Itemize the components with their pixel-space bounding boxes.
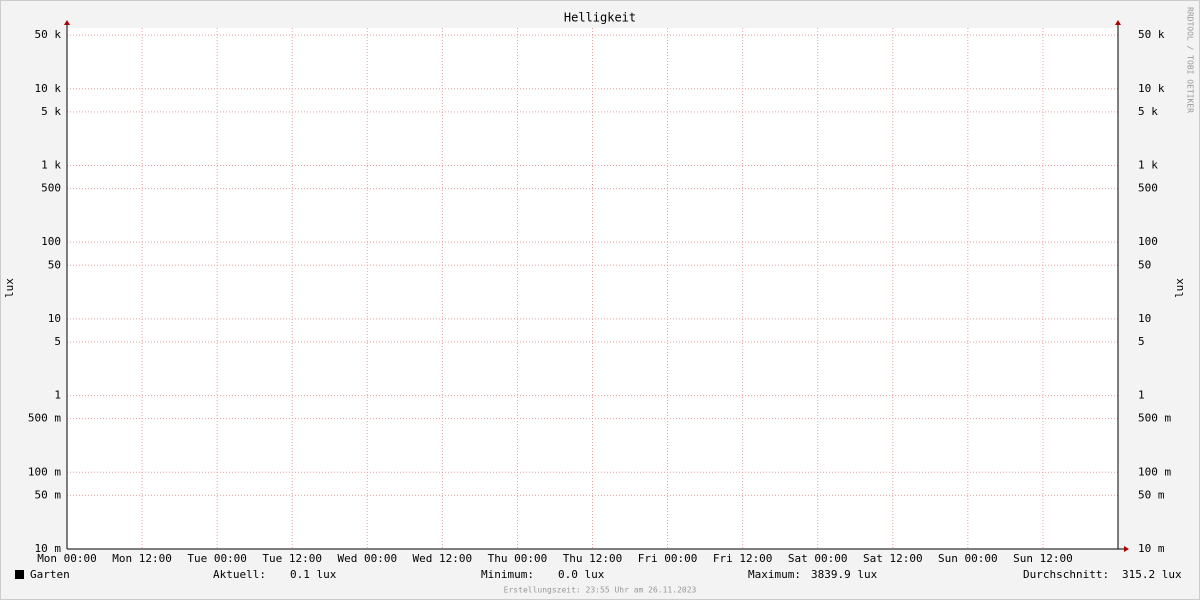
stat-label: Durchschnitt: <box>1023 568 1109 581</box>
y2-axis-label: lux <box>1173 278 1186 298</box>
x-tick-label: Sun 00:00 <box>938 552 998 565</box>
x-tick-label: Fri 00:00 <box>638 552 698 565</box>
x-tick-label: Thu 12:00 <box>563 552 623 565</box>
y-tick-label: 5 <box>54 335 61 348</box>
y-tick-label: 10 k <box>35 82 62 95</box>
legend-label: Garten <box>30 568 70 581</box>
axis-arrow <box>64 20 70 25</box>
footer: Erstellungszeit: 23:55 Uhr am 26.11.2023 <box>504 586 697 595</box>
y2-tick-label: 500 m <box>1138 412 1171 425</box>
y-tick-label: 10 m <box>35 542 62 555</box>
y-tick-label: 5 k <box>41 105 61 118</box>
x-tick-label: Mon 00:00 <box>37 552 97 565</box>
x-tick-label: Sun 12:00 <box>1013 552 1073 565</box>
y-axis-label: lux <box>3 278 16 298</box>
x-tick-label: Tue 12:00 <box>262 552 322 565</box>
x-tick-label: Thu 00:00 <box>488 552 548 565</box>
y2-tick-label: 1 k <box>1138 158 1158 171</box>
x-tick-label: Wed 12:00 <box>413 552 473 565</box>
x-tick-label: Tue 00:00 <box>187 552 247 565</box>
stat-label: Aktuell: <box>213 568 266 581</box>
stat-value: 3839.9 lux <box>811 568 878 581</box>
axis-arrow <box>1115 20 1121 25</box>
y2-tick-label: 5 k <box>1138 105 1158 118</box>
y2-tick-label: 50 m <box>1138 488 1165 501</box>
y-tick-label: 1 <box>54 389 61 402</box>
y-tick-label: 100 <box>41 235 61 248</box>
stat-value: 0.1 lux <box>290 568 337 581</box>
stat-label: Minimum: <box>481 568 534 581</box>
x-tick-label: Fri 12:00 <box>713 552 773 565</box>
y2-tick-label: 1 <box>1138 389 1145 402</box>
y-tick-label: 100 m <box>28 465 61 478</box>
chart-title: Helligkeit <box>564 11 636 25</box>
stat-value: 315.2 lux <box>1122 568 1182 581</box>
y2-tick-label: 100 <box>1138 235 1158 248</box>
y2-tick-label: 500 <box>1138 182 1158 195</box>
y2-tick-label: 10 <box>1138 312 1151 325</box>
x-tick-label: Sat 12:00 <box>863 552 923 565</box>
y-tick-label: 50 <box>48 258 61 271</box>
watermark: RRDTOOL / TOBI OETIKER <box>1186 7 1195 113</box>
y2-tick-label: 10 m <box>1138 542 1165 555</box>
y2-tick-label: 50 k <box>1138 28 1165 41</box>
y-tick-label: 50 m <box>35 488 62 501</box>
legend-swatch <box>15 570 24 579</box>
y-tick-label: 500 m <box>28 412 61 425</box>
y2-tick-label: 10 k <box>1138 82 1165 95</box>
y-tick-label: 500 <box>41 182 61 195</box>
y2-tick-label: 100 m <box>1138 465 1171 478</box>
y2-tick-label: 50 <box>1138 258 1151 271</box>
plot-area <box>67 28 1118 549</box>
axis-arrow <box>1124 546 1129 552</box>
y-tick-label: 10 <box>48 312 61 325</box>
x-tick-label: Sat 00:00 <box>788 552 848 565</box>
y-tick-label: 1 k <box>41 158 61 171</box>
stat-label: Maximum: <box>748 568 801 581</box>
x-tick-label: Wed 00:00 <box>337 552 397 565</box>
y2-tick-label: 5 <box>1138 335 1145 348</box>
stat-value: 0.0 lux <box>558 568 605 581</box>
x-tick-label: Mon 12:00 <box>112 552 172 565</box>
y-tick-label: 50 k <box>35 28 62 41</box>
